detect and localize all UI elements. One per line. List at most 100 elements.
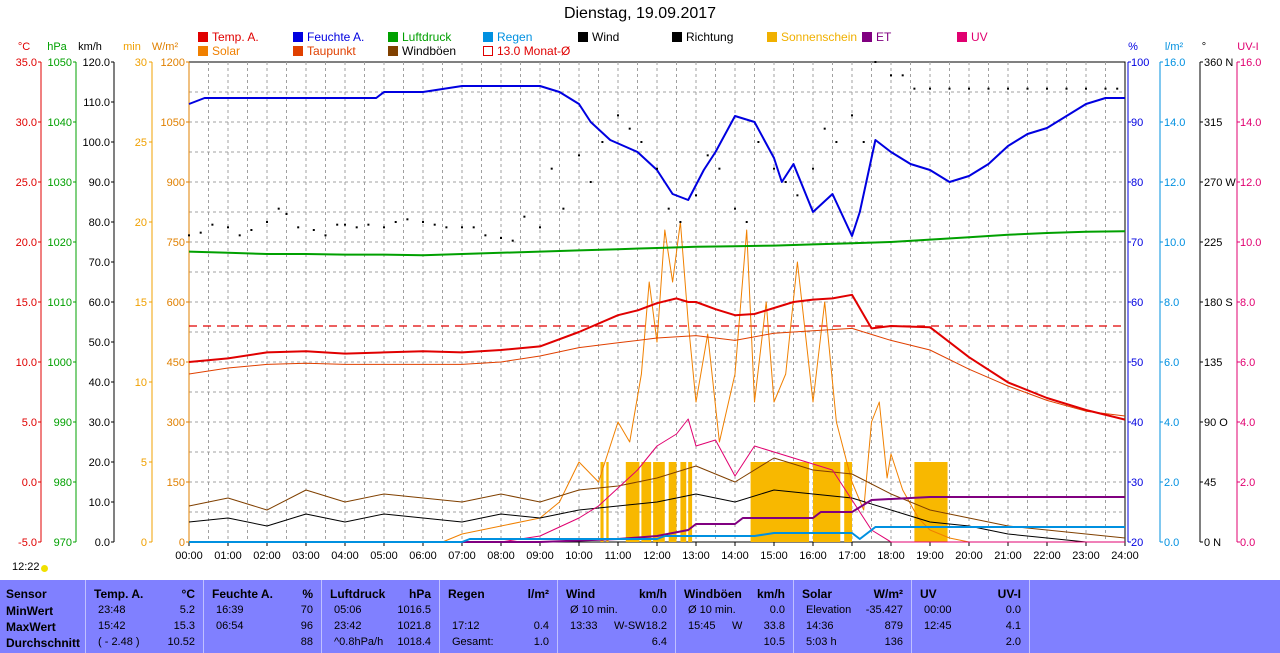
- legend-item: Feuchte A.: [293, 30, 364, 44]
- solar-tick-label: 600: [167, 297, 185, 309]
- solar-tick-label: 1050: [161, 117, 185, 129]
- table-time: 12:45: [924, 620, 952, 632]
- table-unit: km/h: [756, 587, 785, 601]
- legend-item: Solar: [198, 44, 240, 58]
- table-value: 15.3: [173, 620, 195, 632]
- hum-tick-label: 60: [1131, 297, 1143, 309]
- table-time: 14:36: [806, 620, 834, 632]
- legend-swatch: [672, 32, 682, 42]
- direction-point: [285, 213, 288, 215]
- direction-point: [745, 221, 748, 223]
- sun-tick-label: 0: [141, 537, 147, 549]
- sunshine-bar: [680, 462, 687, 542]
- dir-tick-label: 0 N: [1204, 537, 1221, 549]
- direction-point: [1085, 87, 1087, 90]
- legend-swatch: [388, 32, 398, 42]
- wind-tick-label: 90.0: [89, 177, 110, 189]
- direction-point: [433, 223, 436, 226]
- press-tick-label: 1000: [48, 357, 72, 369]
- direction-point: [562, 207, 565, 210]
- sunshine-bar: [914, 462, 948, 542]
- sunshine-bar: [600, 462, 604, 542]
- table-col-rain: Regen l/m² 17:12 0.4 Gesamt: 1.0: [440, 580, 558, 653]
- sun-tick-label: 20: [135, 217, 147, 229]
- uv-tick-label: 2.0: [1240, 477, 1255, 489]
- direction-point: [511, 239, 514, 242]
- series-line-windb-en: [188, 457, 1126, 539]
- table-col-sensor: Sensor MinWert MaxWert Durchschnitt: [0, 580, 86, 653]
- sunshine-bar: [641, 462, 652, 542]
- dir-tick-label: 315: [1204, 117, 1222, 129]
- table-header: Wind: [566, 587, 596, 601]
- direction-point: [355, 226, 358, 229]
- direction-point: [578, 154, 580, 157]
- uv-tick-label: 4.0: [1240, 417, 1255, 429]
- direction-point: [835, 141, 838, 143]
- legend-label: Wind: [592, 30, 620, 44]
- x-tick-label: 22:00: [1033, 550, 1061, 562]
- weather-chart: 00:00 01:00 02:00 03:00 04:00 05:00 06:00 07:00…: [16, 41, 1262, 562]
- solar-tick-label: 750: [167, 237, 185, 249]
- wind-tick-label: 120.0: [82, 57, 110, 69]
- table-col-press: Luftdruck hPa 05:06 1016.5 23:42 1021.8 ^0.8hP…: [322, 580, 440, 653]
- direction-point: [773, 167, 775, 170]
- press-tick-label: 980: [54, 477, 72, 489]
- solar-tick-label: 300: [167, 417, 185, 429]
- table-time: Ø 10 min.: [688, 604, 736, 616]
- direction-point: [679, 221, 682, 223]
- direction-point: [266, 221, 268, 223]
- rain-tick-label: 10.0: [1164, 237, 1185, 249]
- x-tick-label: 07:00: [448, 550, 476, 562]
- series-line-temp-a: [188, 293, 1126, 421]
- dir-tick-label: 135: [1204, 357, 1222, 369]
- table-value: 5.2: [179, 604, 195, 616]
- hum-tick-label: 90: [1131, 117, 1143, 129]
- rain-tick-label: 16.0: [1164, 57, 1185, 69]
- x-tick-label: 19:00: [916, 550, 944, 562]
- table-time: 23:42: [334, 620, 362, 632]
- rain-tick-label: 4.0: [1164, 417, 1179, 429]
- temp-tick-label: 15.0: [16, 297, 37, 309]
- table-unit: l/m²: [527, 587, 549, 601]
- table-col-solar: Solar W/m² Elevation -35.427 14:36 879 5:03 h 1…: [794, 580, 912, 653]
- table-unit: °C: [181, 587, 195, 601]
- sunshine-bar: [606, 462, 609, 542]
- legend-swatch: [388, 46, 398, 56]
- uv-tick-label: 10.0: [1240, 237, 1261, 249]
- wind-tick-label: 0.0: [95, 537, 110, 549]
- table-time: Gesamt:: [452, 636, 494, 648]
- direction-point: [394, 221, 397, 223]
- table-time: 15:45: [688, 620, 716, 632]
- direction-point: [1065, 87, 1068, 90]
- x-tick-label: 00:00: [175, 550, 203, 562]
- rain-tick-label: 14.0: [1164, 117, 1185, 129]
- table-value: 0.4: [533, 620, 549, 632]
- direction-point: [523, 215, 526, 218]
- legend-label: Regen: [497, 30, 533, 44]
- temp-tick-label: 20.0: [16, 237, 37, 249]
- direction-point: [851, 114, 853, 117]
- direction-point: [500, 237, 502, 239]
- sunshine-bar: [813, 462, 841, 542]
- table-time: Ø 10 min.: [570, 604, 618, 616]
- uv-tick-label: 0.0: [1240, 537, 1255, 549]
- table-col-wind: Wind km/h Ø 10 min. 0.0 13:33 W-SW 18.2 6.4: [558, 580, 676, 653]
- direction-point: [667, 207, 670, 210]
- direction-point: [968, 87, 970, 90]
- table-value: 0.0: [769, 604, 785, 616]
- uv-tick-label: 14.0: [1240, 117, 1261, 129]
- dir-tick-label: 270 W: [1204, 177, 1236, 189]
- x-tick-label: 06:00: [409, 550, 437, 562]
- direction-point: [948, 87, 951, 90]
- table-time: 06:54: [216, 620, 244, 632]
- rain-tick-label: 12.0: [1164, 177, 1185, 189]
- x-tick-label: 02:00: [253, 550, 281, 562]
- legend-item: Temp. A.: [198, 30, 259, 44]
- dir-unit-label: °: [1202, 41, 1206, 53]
- table-time: 00:00: [924, 604, 952, 616]
- series-line-uv: [189, 418, 1125, 543]
- chart-axes: 00:00 01:00 02:00 03:00 04:00 05:00 06:00 07:00…: [16, 41, 1262, 562]
- x-tick-label: 18:00: [877, 550, 905, 562]
- uv-tick-label: 12.0: [1240, 177, 1261, 189]
- wind-unit-label: km/h: [78, 41, 102, 53]
